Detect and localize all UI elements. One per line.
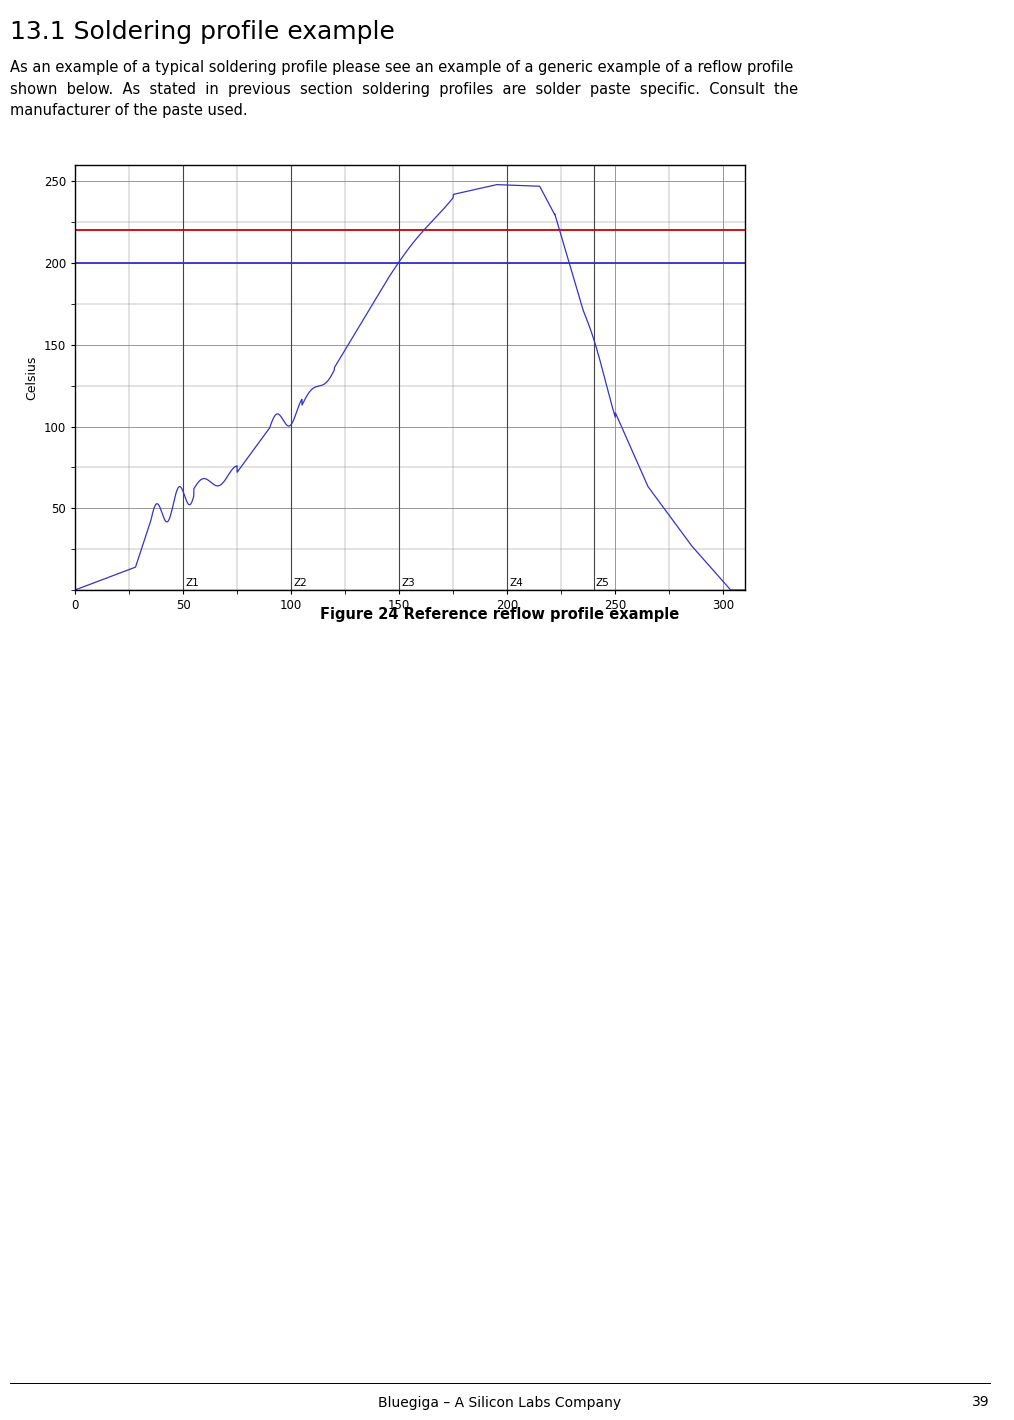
Text: Figure 24 Reference reflow profile example: Figure 24 Reference reflow profile examp…	[320, 606, 679, 622]
Text: 39: 39	[972, 1396, 990, 1410]
Text: Z4: Z4	[509, 578, 523, 588]
Text: As an example of a typical soldering profile please see an example of a generic : As an example of a typical soldering pro…	[10, 60, 798, 118]
Text: Z5: Z5	[596, 578, 609, 588]
Text: Z3: Z3	[402, 578, 415, 588]
Text: 13.1 Soldering profile example: 13.1 Soldering profile example	[10, 20, 394, 44]
Y-axis label: Celsius: Celsius	[25, 355, 39, 399]
Text: Z1: Z1	[186, 578, 199, 588]
Text: Bluegiga – A Silicon Labs Company: Bluegiga – A Silicon Labs Company	[378, 1396, 622, 1410]
Text: Z2: Z2	[293, 578, 307, 588]
